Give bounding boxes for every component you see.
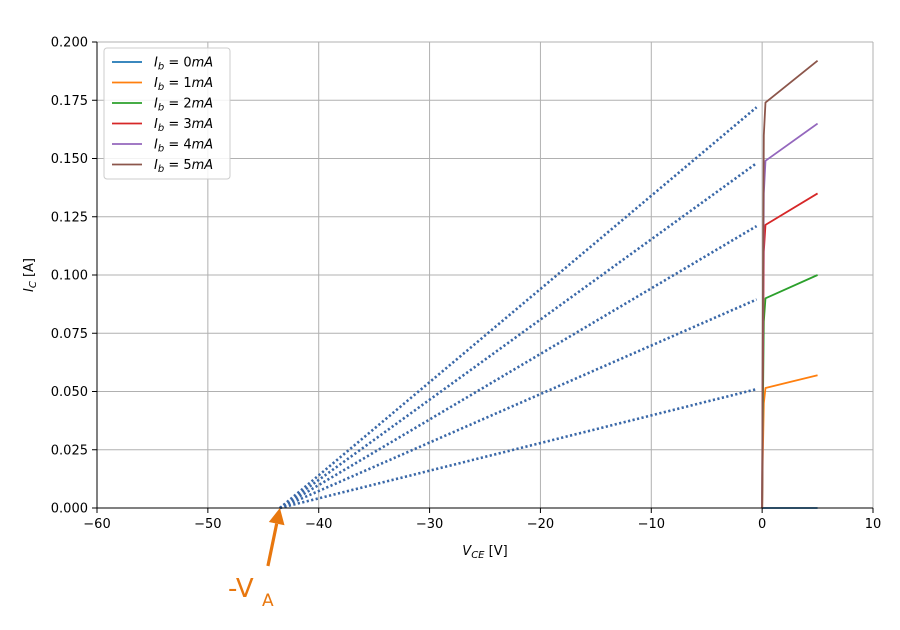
y-tick-label: 0.150 xyxy=(51,152,88,167)
extrapolation-lines xyxy=(279,106,758,510)
y-axis-label: IC [A] xyxy=(22,258,39,292)
y-tick-label: 0.025 xyxy=(51,443,88,458)
extrapolation-line xyxy=(279,387,757,510)
series-line xyxy=(761,192,819,509)
extrapolation-line xyxy=(279,162,758,510)
y-tick-label: 0.125 xyxy=(51,210,88,225)
grid xyxy=(96,41,874,509)
annotation-subscript: A xyxy=(262,591,274,611)
legend-label: Ib = 5mA xyxy=(154,158,213,175)
x-tick-label: −60 xyxy=(83,517,110,532)
x-tick-label: −20 xyxy=(527,517,554,532)
series-line xyxy=(761,59,819,509)
x-tick-label: −40 xyxy=(305,517,332,532)
y-tick-label: 0.050 xyxy=(51,385,88,400)
legend-label: Ib = 3mA xyxy=(154,117,213,134)
va-annotation: -V A xyxy=(228,508,285,611)
extrapolation-line xyxy=(279,298,758,510)
y-tick-label: 0.100 xyxy=(51,269,88,284)
x-axis-label: VCE [V] xyxy=(462,544,507,561)
y-tick-label: 0.200 xyxy=(51,36,88,51)
annotation-label: -V xyxy=(228,574,254,604)
legend: Ib = 0mA Ib = 1mA Ib = 2mA Ib = 3mA Ib = 4mA… xyxy=(103,47,231,180)
x-tick-label: −50 xyxy=(194,517,221,532)
series-lines xyxy=(761,59,819,509)
legend-label: Ib = 4mA xyxy=(154,138,213,155)
legend-label: Ib = 0mA xyxy=(154,56,213,73)
legend-label: Ib = 2mA xyxy=(154,97,213,114)
y-tick-label: 0.000 xyxy=(51,502,88,517)
x-tick-label: −30 xyxy=(416,517,443,532)
series-line xyxy=(761,122,819,509)
x-tick-label: 0 xyxy=(758,517,766,532)
annotation-arrow-shaft xyxy=(266,523,279,567)
x-tick-label: 10 xyxy=(865,517,882,532)
x-tick-label: −10 xyxy=(638,517,665,532)
series-line xyxy=(761,374,818,509)
y-tick-label: 0.175 xyxy=(51,94,88,109)
extrapolation-line xyxy=(279,224,758,510)
legend-label: Ib = 1mA xyxy=(154,76,213,93)
annotation-arrow-head xyxy=(268,508,285,526)
ticks: −60 −50 −40 −30 −20 −10 0 10 0.000 0.025 0.050 0.07… xyxy=(51,36,881,533)
legend-box xyxy=(103,47,231,180)
y-tick-label: 0.075 xyxy=(51,327,88,342)
